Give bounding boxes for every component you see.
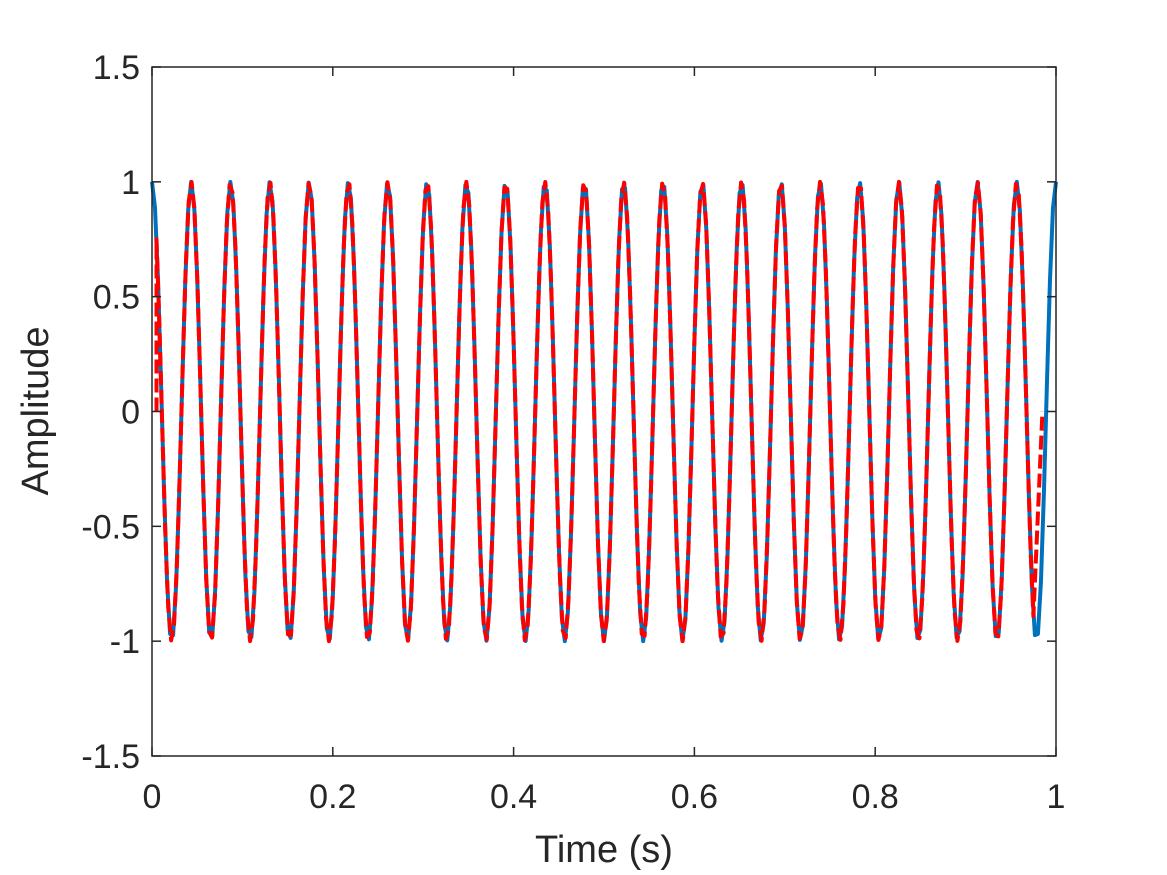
plot-area: [152, 67, 1056, 756]
ticks-layer: 0 0.2 0.4 0.6 0.8 1 -1.5 -1 -0.5 0 0.5 1 1.5: [81, 49, 1065, 816]
x-tick-label: 0.6: [671, 778, 718, 816]
y-tick-label: -1: [110, 623, 140, 661]
y-tick-label: 1.5: [93, 49, 140, 87]
y-tick-label: 1: [121, 164, 140, 202]
x-tick-label: 0.2: [309, 778, 356, 816]
x-tick-label: 0.8: [852, 778, 899, 816]
y-axis-label: Amplitude: [15, 327, 57, 496]
series-layer: [150, 179, 1058, 644]
x-tick-label: 0.4: [490, 778, 537, 816]
x-tick-label: 0: [143, 778, 162, 816]
x-tick-label: 1: [1047, 778, 1066, 816]
y-tick-label: -1.5: [81, 738, 140, 776]
y-tick-label: -0.5: [81, 508, 140, 546]
x-axis-label: Time (s): [535, 829, 673, 871]
series-line-2: [154, 179, 1045, 644]
y-tick-label: 0.5: [93, 279, 140, 317]
y-tick-label: 0: [121, 394, 140, 432]
